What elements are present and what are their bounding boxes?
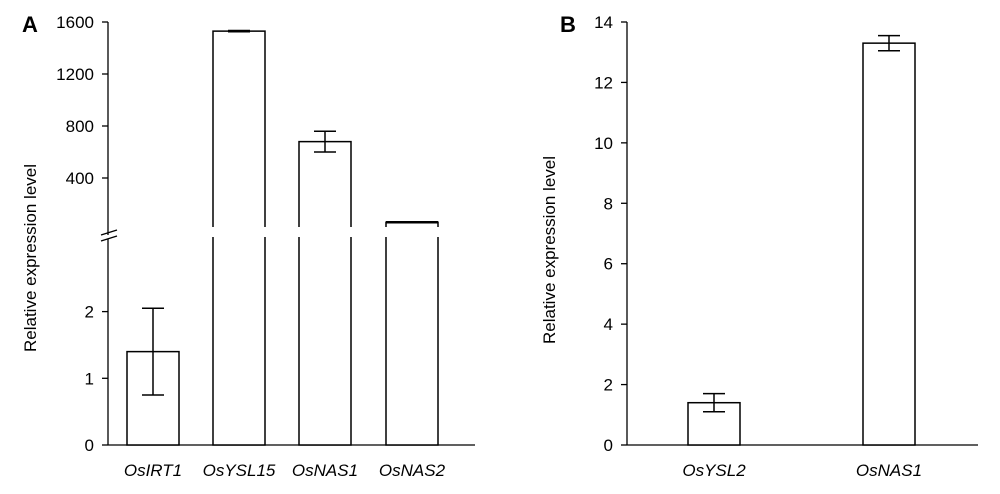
panel-b-tick-label: 10 <box>594 134 613 153</box>
panel-a-tick-label: 1200 <box>56 65 94 84</box>
error-bar-osnas1 <box>314 130 336 153</box>
panel-a-axis-break-mark <box>100 229 118 242</box>
bar-osnas1 <box>862 42 916 446</box>
panel-a-category-label: OsNAS1 <box>292 461 358 480</box>
panel-a-category-label: OsNAS2 <box>379 461 446 480</box>
error-bar-osysl2 <box>703 392 725 413</box>
panel-a-category-label: OsIRT1 <box>124 461 182 480</box>
panel-a-tick-label: 0 <box>85 436 94 455</box>
error-bar-osirt1 <box>142 307 164 396</box>
bar-osnas1 <box>298 140 352 446</box>
panel-b-category-label: OsYSL2 <box>682 461 746 480</box>
error-bar-osnas1 <box>878 34 900 52</box>
panel-a-tick-label: 1600 <box>56 13 94 32</box>
panel-b-tick-label: 8 <box>604 194 613 213</box>
panel-b-tick-label: 12 <box>594 73 613 92</box>
panel-b-tick-label: 0 <box>604 436 613 455</box>
bar-osnas2 <box>385 221 439 446</box>
panel-a: A Relative expression level 0 1 2 400 800 120… <box>21 12 475 480</box>
panel-b-y-axis-label: Relative expression level <box>540 156 559 344</box>
panel-a-category-label: OsYSL15 <box>203 461 276 480</box>
panel-b: B Relative expression level 02468101214 … <box>540 12 978 480</box>
panel-b-tick-label: 2 <box>604 376 613 395</box>
panel-a-tick-label: 2 <box>85 303 94 322</box>
panel-b-tick-label: 6 <box>604 255 613 274</box>
panel-b-tick-label: 4 <box>604 315 613 334</box>
bar-osysl15 <box>212 30 266 446</box>
panel-b-label: B <box>560 12 576 37</box>
panel-a-tick-label: 400 <box>66 169 94 188</box>
panel-b-category-label: OsNAS1 <box>856 461 922 480</box>
panel-a-tick-label: 800 <box>66 117 94 136</box>
panel-b-tick-label: 14 <box>594 13 613 32</box>
panel-a-y-axis-label: Relative expression level <box>21 164 40 352</box>
panel-a-label: A <box>22 12 38 37</box>
panel-a-tick-label: 1 <box>85 369 94 388</box>
error-bar-osysl15 <box>228 29 250 33</box>
